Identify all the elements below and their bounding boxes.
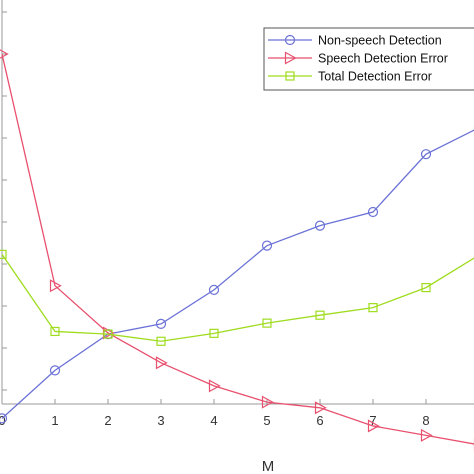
point-marker xyxy=(314,220,326,231)
x-axis-label: M xyxy=(262,458,275,474)
point-marker xyxy=(50,326,60,337)
legend: Non-speech Detection Speech Detection Err… xyxy=(263,27,474,91)
legend-box xyxy=(263,27,474,91)
point-marker xyxy=(285,71,295,81)
x-tick-label: 3 xyxy=(157,413,164,428)
point-marker xyxy=(103,329,113,339)
point-marker xyxy=(261,240,273,251)
point-marker xyxy=(208,284,220,295)
series-line xyxy=(1,253,474,342)
point-marker xyxy=(368,303,378,313)
point-marker xyxy=(367,419,380,433)
x-tick-label: 8 xyxy=(422,413,429,428)
point-marker xyxy=(155,318,167,329)
point-marker xyxy=(49,365,61,376)
legend-item: Non-speech Detection xyxy=(268,34,442,48)
point-marker xyxy=(156,336,166,346)
legend-item: Total Detection Error xyxy=(268,70,432,84)
point-marker xyxy=(420,428,433,442)
x-tick-label: 4 xyxy=(210,413,217,428)
point-marker xyxy=(367,206,379,218)
x-tick-label: 0 xyxy=(0,413,6,428)
x-tick-label: 2 xyxy=(104,413,111,428)
legend-label: Non-speech Detection xyxy=(318,34,442,48)
point-marker xyxy=(209,328,219,338)
point-marker xyxy=(0,49,9,59)
point-marker xyxy=(420,149,432,160)
x-ticks: 0 1 2 3 4 5 6 7 8 xyxy=(0,399,430,428)
series-2 xyxy=(0,49,474,452)
point-marker xyxy=(261,395,274,409)
point-marker xyxy=(49,279,62,293)
series-line xyxy=(1,129,474,419)
point-marker xyxy=(0,249,7,259)
point-marker xyxy=(208,379,221,393)
point-marker xyxy=(262,318,272,328)
point-marker xyxy=(421,283,431,293)
series-3 xyxy=(0,249,474,346)
legend-item: Speech Detection Error xyxy=(268,51,448,66)
legend-label: Speech Detection Error xyxy=(318,52,448,66)
point-marker xyxy=(314,401,327,415)
series-layer xyxy=(0,49,474,452)
point-marker xyxy=(284,34,296,46)
point-marker xyxy=(284,51,297,65)
x-tick-label: 7 xyxy=(369,413,376,428)
y-ticks xyxy=(2,11,7,391)
point-marker xyxy=(315,310,325,320)
legend-label: Total Detection Error xyxy=(318,70,432,84)
x-tick-label: 6 xyxy=(316,413,323,428)
point-marker xyxy=(0,413,8,424)
x-tick-label: 5 xyxy=(263,413,270,428)
x-tick-label: 1 xyxy=(51,413,58,428)
series-line xyxy=(1,53,474,445)
point-marker xyxy=(155,356,168,370)
